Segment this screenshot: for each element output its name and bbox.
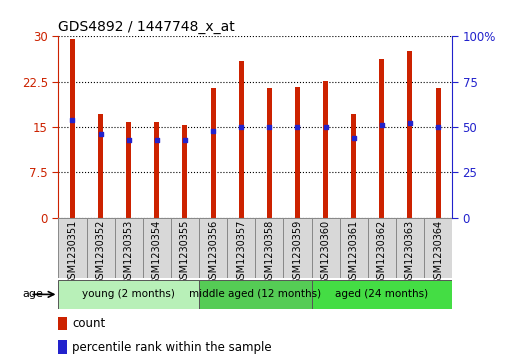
Point [97,131,105,137]
Point [237,124,245,130]
Bar [368,218,396,278]
Point [265,124,273,130]
Bar [154,122,160,218]
Point [378,122,386,128]
Text: middle aged (12 months): middle aged (12 months) [189,289,322,299]
Bar [143,218,171,278]
Bar [351,114,356,218]
Text: GSM1230363: GSM1230363 [405,220,415,285]
Text: GSM1230360: GSM1230360 [321,220,331,285]
Bar [396,218,424,278]
Text: GSM1230356: GSM1230356 [208,220,218,285]
Point [322,124,330,130]
Bar [267,88,272,218]
Bar [311,280,452,309]
Point [181,137,189,143]
Text: GSM1230351: GSM1230351 [68,220,78,285]
Text: GSM1230352: GSM1230352 [96,220,106,285]
Bar [424,218,452,278]
Point [209,128,217,134]
Bar [171,218,199,278]
Bar [239,61,244,218]
Text: GSM1230355: GSM1230355 [180,220,190,285]
Bar [58,340,67,354]
Point [124,137,133,143]
Bar [199,218,227,278]
Text: GSM1230353: GSM1230353 [124,220,134,285]
Bar [295,86,300,218]
Point [294,124,302,130]
Text: GSM1230361: GSM1230361 [348,220,359,285]
Bar [311,218,340,278]
Text: GSM1230357: GSM1230357 [236,220,246,285]
Text: young (2 months): young (2 months) [82,289,175,299]
Text: GSM1230354: GSM1230354 [152,220,162,285]
Bar [58,280,199,309]
Text: percentile rank within the sample: percentile rank within the sample [72,340,272,354]
Bar [86,218,115,278]
Point [350,135,358,141]
Point [69,117,77,123]
Point [406,121,414,126]
Text: aged (24 months): aged (24 months) [335,289,428,299]
Bar [98,114,103,218]
Bar [340,218,368,278]
Bar [199,280,311,309]
Point [153,137,161,143]
Bar [407,52,412,218]
Bar [58,218,86,278]
Bar [323,81,328,218]
Text: GSM1230362: GSM1230362 [377,220,387,285]
Text: age: age [23,289,44,299]
Point [434,124,442,130]
Bar [379,59,385,218]
Text: GSM1230359: GSM1230359 [293,220,302,285]
Bar [115,218,143,278]
Text: GDS4892 / 1447748_x_at: GDS4892 / 1447748_x_at [58,20,235,34]
Bar [283,218,311,278]
Bar [182,125,187,218]
Bar [435,88,440,218]
Bar [227,218,255,278]
Text: GSM1230364: GSM1230364 [433,220,443,285]
Bar [126,122,131,218]
Bar [70,39,75,218]
Bar [255,218,283,278]
Text: count: count [72,317,106,330]
Bar [210,88,215,218]
Text: GSM1230358: GSM1230358 [264,220,274,285]
Bar [58,317,67,330]
